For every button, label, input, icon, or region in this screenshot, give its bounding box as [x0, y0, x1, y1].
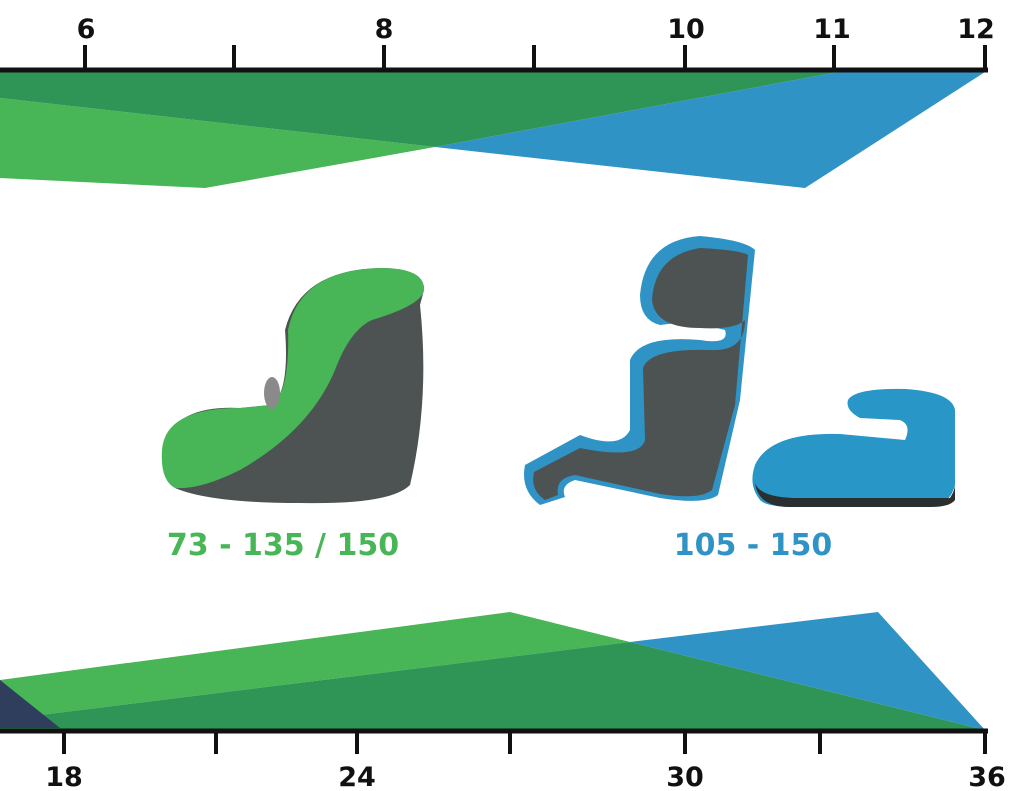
- band-blue: [630, 612, 985, 730]
- seat-buckle: [264, 377, 280, 409]
- booster-base: [755, 483, 955, 507]
- band-dark-green: [0, 642, 985, 730]
- band-dark-green: [0, 72, 838, 147]
- top-axis-label: 8: [375, 14, 394, 45]
- booster-back-body: [533, 248, 748, 500]
- band-light-green: [0, 612, 630, 720]
- seat-label: 105 - 150: [674, 528, 833, 563]
- top-axis-label: 6: [77, 14, 96, 45]
- top-axis-label: 10: [667, 14, 705, 45]
- band-light-green: [0, 98, 435, 188]
- bottom-axis-label: 18: [45, 762, 83, 791]
- band-navy: [0, 680, 60, 728]
- seat-icon-group-2: [524, 236, 955, 507]
- booster-cushion: [752, 388, 955, 507]
- bottom-axis-label: 24: [338, 762, 376, 791]
- bottom-axis-label: 36: [968, 762, 1006, 791]
- seat-icon-group-1: [161, 268, 425, 504]
- top-axis-label: 11: [813, 14, 851, 45]
- band-blue: [435, 72, 985, 188]
- top-axis-label: 12: [957, 14, 995, 45]
- seat-shell: [161, 268, 425, 489]
- bottom-axis-label: 30: [666, 762, 704, 791]
- seat-label: 73 - 135 / 150: [167, 528, 399, 563]
